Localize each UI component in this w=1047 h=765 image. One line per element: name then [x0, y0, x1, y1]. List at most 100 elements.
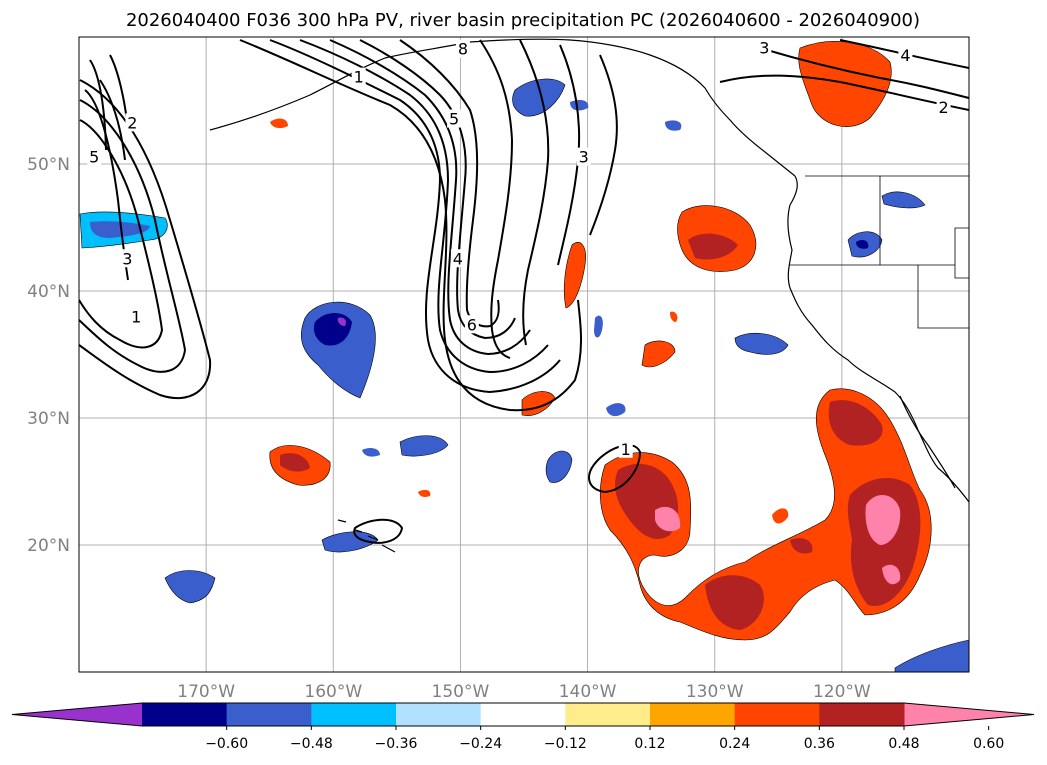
pc-region-neg [856, 240, 869, 249]
pc-region-pos [670, 311, 678, 322]
colorbar-segment [480, 703, 566, 726]
pc-region-neg [594, 315, 603, 338]
pc-region-pos [641, 340, 676, 368]
contour-label-bg [125, 113, 140, 132]
contour-label-bg [576, 147, 591, 166]
baja-coastline [899, 395, 956, 489]
contour-label-bg [618, 439, 633, 458]
contour-label-bg [87, 147, 102, 166]
contour-label: 5 [449, 110, 459, 129]
pv-contour [79, 99, 187, 373]
colorbar-extend-low [12, 703, 142, 726]
pv-contour [359, 39, 516, 340]
x-tick-label: 150°W [432, 682, 490, 702]
contour-label: 5 [89, 148, 99, 167]
colorbar-segment [819, 703, 905, 726]
contour-label: 3 [579, 148, 589, 167]
colorbar-segment [142, 703, 228, 726]
pc-region-neg [90, 221, 150, 238]
colorbar-tick-label: −0.12 [544, 736, 587, 752]
colorbar-segment [734, 703, 820, 726]
pc-region-neg [337, 317, 346, 326]
pc-region-neg [881, 191, 926, 209]
contour-label: 3 [122, 249, 132, 268]
pc-region-pos [280, 453, 310, 472]
contour-label-bg [464, 315, 479, 334]
colorbar-tick-label: −0.24 [459, 736, 502, 752]
pc-region-pos [655, 506, 681, 532]
contour-label-bg [447, 109, 462, 128]
pv-contour [79, 119, 164, 349]
pc-region-pos [772, 508, 789, 524]
pc-region-neg [164, 570, 216, 604]
pv-contour [399, 39, 500, 328]
x-tick-label: 140°W [559, 682, 617, 702]
y-tick-label: 50°N [27, 155, 70, 175]
pc-region-neg [512, 78, 566, 117]
pv-contour [479, 39, 514, 359]
pc-region-neg [570, 100, 589, 111]
contour-label-bg [129, 307, 144, 326]
colorbar-segment [565, 703, 651, 726]
positive-pc-regions [269, 41, 932, 641]
pc-region-neg [894, 639, 969, 672]
pc-region-pos [418, 489, 431, 497]
contour-label: 6 [467, 315, 477, 334]
north-america-coastline [787, 175, 969, 503]
pc-region-pos [828, 400, 883, 446]
contour-label: 8 [458, 40, 468, 59]
colorbar-tick-label: 0.36 [804, 736, 835, 752]
contour-label: 1 [131, 308, 141, 327]
colorbar-tick-label: −0.48 [290, 736, 333, 752]
contour-label: 2 [127, 113, 137, 132]
x-tick-label: 170°W [177, 682, 235, 702]
pc-region-pos [705, 575, 764, 630]
colorbar-segment [226, 703, 312, 726]
colorbar-tick-label: 0.24 [719, 736, 750, 752]
colorbar: −0.60 −0.48 −0.36 −0.24 −0.12 0.12 0.24 0.36 0.4… [11, 702, 1035, 752]
pc-region-pos [882, 564, 901, 585]
pv-contour [329, 39, 531, 356]
pc-region-neg [665, 120, 682, 131]
contour-label: 4 [453, 249, 463, 268]
x-tick-label: 160°W [304, 682, 362, 702]
contour-label: 1 [621, 440, 631, 459]
pc-region-pos [790, 538, 813, 554]
x-tick-label: 120°W [813, 682, 871, 702]
negative-pc-regions [79, 78, 969, 672]
colorbar-segment [650, 703, 736, 726]
colorbar-segment [396, 703, 482, 726]
axis-labels: 170°W 160°W 150°W 140°W 130°W 120°W 50°N 40°N 30… [27, 155, 871, 702]
pv-contour [269, 39, 561, 394]
chart-title: 2026040400 F036 300 hPa PV, river basin … [126, 10, 920, 31]
pc-region-neg [362, 447, 380, 457]
pv-contour [519, 39, 550, 346]
y-tick-label: 30°N [27, 409, 70, 429]
pc-region-pos [270, 118, 288, 129]
pc-region-pos [688, 233, 738, 260]
pv-contour [299, 39, 549, 374]
map-layers: 1 3 2 5 1 5 4 6 8 3 3 4 2 1 [79, 37, 969, 672]
pv-contour [759, 47, 969, 99]
contour-label: 3 [759, 38, 769, 57]
colorbar-tick-label: −0.60 [205, 736, 248, 752]
pv-contour [353, 518, 404, 544]
contour-label-bg [351, 67, 366, 86]
pc-region-neg [545, 450, 573, 483]
pv-contour [719, 74, 969, 111]
contour-label-bg [936, 98, 951, 117]
pc-region-pos [599, 388, 932, 641]
pc-region-neg [399, 435, 449, 457]
colorbar-tick-label: 0.12 [634, 736, 665, 752]
contour-label: 2 [938, 98, 948, 117]
contour-label-bg [450, 249, 465, 268]
pv-contour [79, 79, 212, 400]
pc-region-pos [865, 494, 901, 545]
contour-label: 1 [354, 68, 364, 87]
colorbar-extend-high [904, 703, 1034, 726]
y-tick-label: 40°N [27, 282, 70, 302]
x-tick-label: 130°W [686, 682, 744, 702]
colorbar-outline [11, 702, 1035, 727]
